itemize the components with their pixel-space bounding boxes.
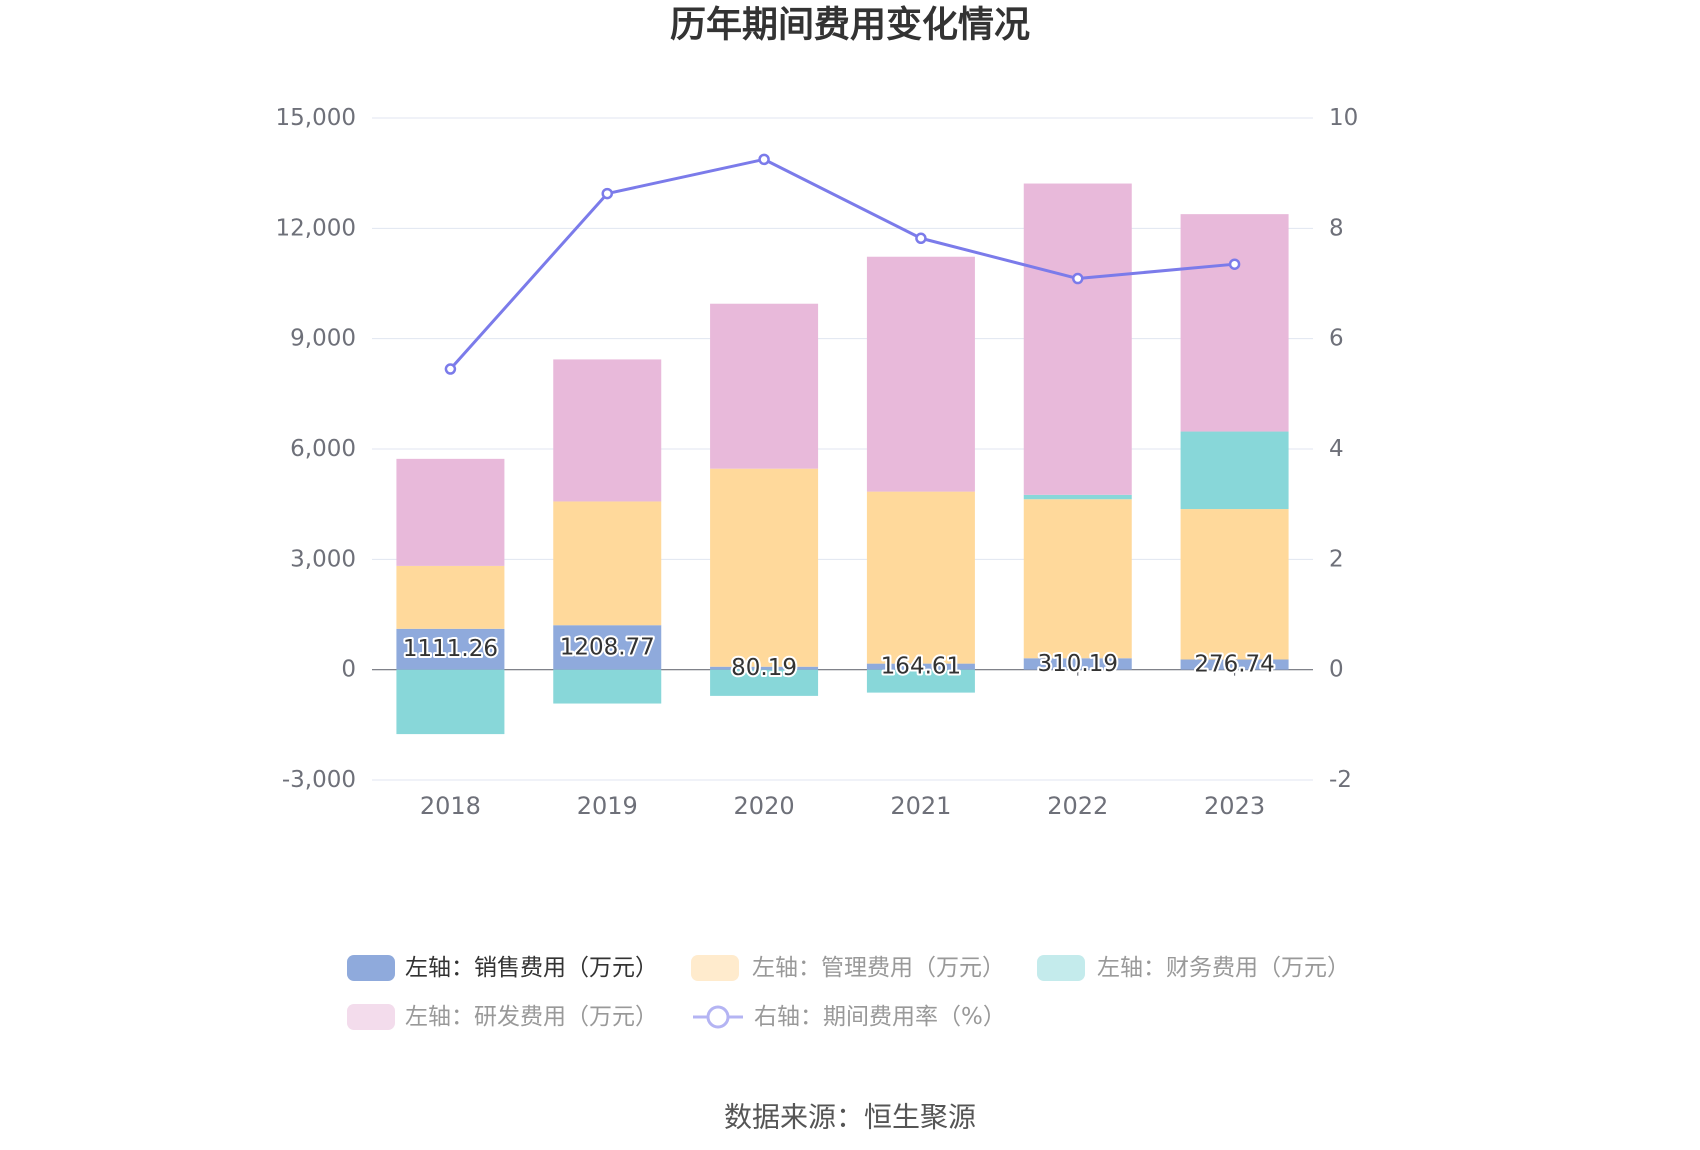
bar-rnd-2019 [553,359,662,502]
expense-rate-point-2023 [1228,258,1241,270]
bar-finance-2022 [1023,494,1132,500]
left-axis-tick-label: 3,000 [290,546,356,572]
legend-marker-icon [706,1005,730,1029]
data-labels: 1111.26 1208.77 80.19 164.61 310.19 276.74 [401,632,1277,683]
bar-management-2023 [1180,509,1289,660]
legend: 左轴：销售费用（万元） 左轴：管理费用（万元） 左轴：财务费用（万元） 左轴：研… [347,955,1350,1030]
bar-sales-2018 [396,628,505,670]
x-axis-label-2019: 2019 [577,792,638,820]
data-label-sales-2022: 310.19 [1038,651,1118,677]
data-label-sales-2019: 1208.77 [560,634,655,660]
legend-label-sales: 左轴：销售费用（万元） [405,955,658,981]
right-axis-tick-label: 4 [1329,436,1344,462]
bar-sales-2022 [1023,658,1132,670]
bar-management-2018 [396,565,505,629]
legend-item-sales[interactable]: 左轴：销售费用（万元） [347,955,658,981]
bar-sales-2021 [866,663,975,670]
bar-finance-2021 [866,669,975,693]
legend-item-rnd[interactable]: 左轴：研发费用（万元） [347,1004,658,1030]
legend-swatch-finance [1037,955,1085,981]
bar-series [396,183,1289,735]
right-axis-tick-label: -2 [1329,767,1352,793]
left-axis-tick-label: 6,000 [290,436,356,462]
line-series [444,153,1241,375]
chart-title: 历年期间费用变化情况 [670,4,1030,46]
data-label-sales-2021: 164.61 [881,654,961,680]
source-note: 数据来源：恒生聚源 [724,1101,976,1134]
legend-label-finance: 左轴：财务费用（万元） [1097,955,1350,981]
right-axis-tick-label: 6 [1329,326,1344,352]
legend-swatch-sales [347,955,395,981]
right-axis-tick-label: 10 [1329,105,1358,131]
bar-rnd-2021 [866,256,975,492]
legend-label-rnd: 左轴：研发费用（万元） [405,1004,658,1030]
data-label-sales-2018: 1111.26 [403,636,498,662]
bar-management-2020 [710,468,819,667]
right-y-axis: -2 0 2 4 6 8 10 [1329,105,1358,793]
bar-finance-2018 [396,669,505,735]
grid-lines [372,117,1313,781]
left-axis-tick-label: 12,000 [276,215,356,241]
legend-label-expense-rate: 右轴：期间费用率（%） [754,1004,1006,1030]
bar-management-2019 [553,501,662,626]
bar-rnd-2023 [1180,214,1289,432]
legend-swatch-management [691,955,739,981]
x-axis-label-2020: 2020 [734,792,795,820]
right-axis-tick-label: 0 [1329,657,1344,683]
bar-finance-2019 [553,669,662,704]
x-axis-label-2018: 2018 [420,792,481,820]
left-y-axis: -3,000 0 3,000 6,000 9,000 12,000 15,000 [276,105,356,793]
expense-rate-point-2022 [1072,272,1084,285]
legend-item-management[interactable]: 左轴：管理费用（万元） [691,955,1005,981]
bar-finance-2023 [1180,431,1289,510]
expense-rate-point-2021 [915,232,927,245]
left-axis-tick-label: 0 [341,657,356,683]
left-axis-tick-label: 15,000 [276,105,356,131]
bar-management-2022 [1023,499,1132,659]
data-label-sales-2020: 80.19 [731,655,797,681]
bar-rnd-2020 [710,303,819,469]
bar-sales-2020 [710,666,819,670]
bar-finance-2020 [710,669,819,696]
legend-item-expense-rate[interactable]: 右轴：期间费用率（%） [693,1004,1006,1030]
x-axis-label-2023: 2023 [1204,792,1265,820]
right-axis-tick-label: 8 [1329,215,1344,241]
x-axis-label-2021: 2021 [890,792,951,820]
bar-sales-2019 [553,625,662,670]
bar-rnd-2022 [1023,183,1132,495]
expense-rate-point-2020 [758,153,770,166]
bar-management-2021 [866,491,975,664]
left-axis-tick-label: 9,000 [290,326,356,352]
expense-rate-point-2019 [601,187,613,200]
x-axis-label-2022: 2022 [1047,792,1108,820]
bar-sales-2023 [1180,659,1289,670]
legend-swatch-rnd [347,1004,395,1030]
expense-rate-point-2018 [444,363,457,375]
right-axis-tick-label: 2 [1329,546,1344,572]
legend-item-finance[interactable]: 左轴：财务费用（万元） [1037,955,1350,981]
legend-label-management: 左轴：管理费用（万元） [752,955,1005,981]
x-axis: 2018 2019 2020 2021 2022 2023 [372,669,1313,820]
data-label-sales-2023: 276.74 [1194,652,1274,678]
left-axis-tick-label: -3,000 [282,767,356,793]
bar-rnd-2018 [396,458,505,566]
expense-rate-line [449,157,1235,371]
